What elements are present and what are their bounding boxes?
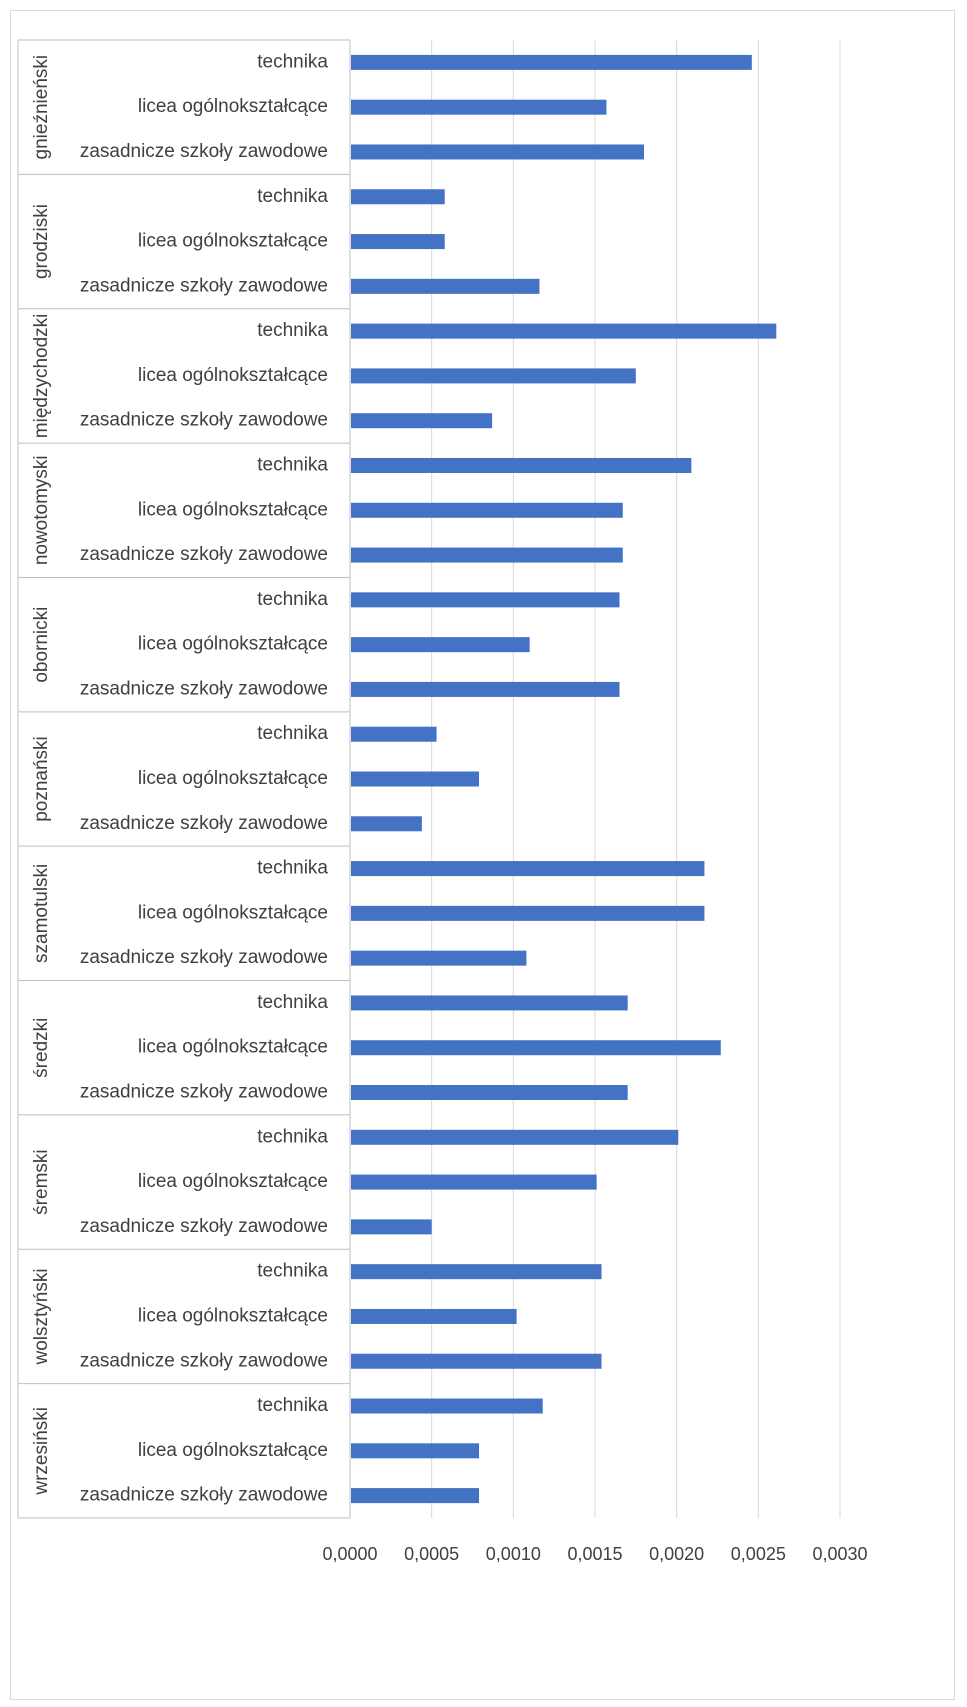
category-label: licea ogólnokształcące	[138, 499, 328, 520]
group-label: szamotulski	[31, 864, 52, 963]
group-label: grodziski	[31, 204, 52, 279]
bar	[351, 726, 437, 742]
category-label: licea ogólnokształcące	[138, 768, 328, 789]
bar	[351, 457, 692, 473]
group-label: poznański	[31, 736, 52, 822]
bar	[351, 234, 445, 250]
bar	[351, 905, 705, 921]
bar	[351, 368, 636, 384]
x-tick-label: 0,0000	[322, 1544, 377, 1564]
bar	[351, 637, 530, 653]
group-label: międzychodzki	[31, 314, 52, 439]
category-label: zasadnicze szkoły zawodowe	[80, 1216, 328, 1237]
category-label: zasadnicze szkoły zawodowe	[80, 275, 328, 296]
bar	[351, 547, 623, 563]
category-label: licea ogólnokształcące	[138, 231, 328, 252]
group-label: wolsztyński	[31, 1268, 52, 1365]
bar	[351, 144, 644, 160]
category-label: zasadnicze szkoły zawodowe	[80, 410, 328, 431]
bar	[351, 278, 540, 294]
category-label: licea ogólnokształcące	[138, 365, 328, 386]
bar	[351, 1174, 597, 1190]
bar	[351, 189, 445, 205]
bar	[351, 502, 623, 518]
bar	[351, 995, 628, 1011]
category-label: zasadnicze szkoły zawodowe	[80, 813, 328, 834]
category-label: zasadnicze szkoły zawodowe	[80, 947, 328, 968]
category-label: zasadnicze szkoły zawodowe	[80, 1082, 328, 1103]
group-label: śremski	[31, 1149, 52, 1214]
bar	[351, 771, 480, 787]
category-label: licea ogólnokształcące	[138, 1440, 328, 1461]
bar	[351, 592, 620, 608]
x-tick-label: 0,0025	[731, 1544, 786, 1564]
category-label: zasadnicze szkoły zawodowe	[80, 1485, 328, 1506]
x-tick-label: 0,0005	[404, 1544, 459, 1564]
group-label: wrzesiński	[31, 1407, 52, 1496]
category-label: licea ogólnokształcące	[138, 1037, 328, 1058]
bar	[351, 1353, 602, 1369]
group-label: obornicki	[31, 607, 52, 683]
category-label: technika	[257, 1261, 328, 1282]
category-label: licea ogólnokształcące	[138, 96, 328, 117]
category-label: technika	[257, 320, 328, 341]
bar	[351, 950, 527, 966]
bar	[351, 861, 705, 877]
bar	[351, 99, 607, 115]
category-label: technika	[257, 858, 328, 879]
x-tick-label: 0,0030	[812, 1544, 867, 1564]
bar	[351, 1488, 480, 1504]
category-label: technika	[257, 455, 328, 476]
bar	[351, 1264, 602, 1280]
category-label: zasadnicze szkoły zawodowe	[80, 678, 328, 699]
category-label: technika	[257, 1126, 328, 1147]
bar	[351, 323, 777, 339]
category-label: technika	[257, 589, 328, 610]
bar	[351, 54, 752, 70]
group-label: średzki	[31, 1018, 52, 1078]
x-tick-label: 0,0020	[649, 1544, 704, 1564]
category-label: technika	[257, 186, 328, 207]
category-label: technika	[257, 723, 328, 744]
bar	[351, 413, 493, 429]
category-label: technika	[257, 1395, 328, 1416]
bar	[351, 1129, 679, 1145]
category-label: licea ogólnokształcące	[138, 1171, 328, 1192]
bar	[351, 1398, 543, 1414]
category-label: zasadnicze szkoły zawodowe	[80, 1350, 328, 1371]
category-label: licea ogólnokształcące	[138, 634, 328, 655]
bar	[351, 681, 620, 697]
bar	[351, 1308, 517, 1324]
category-label: licea ogólnokształcące	[138, 902, 328, 923]
category-label: technika	[257, 992, 328, 1013]
category-label: zasadnicze szkoły zawodowe	[80, 544, 328, 565]
category-label: licea ogólnokształcące	[138, 1305, 328, 1326]
category-label: technika	[257, 51, 328, 72]
x-tick-label: 0,0010	[486, 1544, 541, 1564]
bar	[351, 1443, 480, 1459]
group-label: gnieźnieński	[31, 55, 52, 160]
bar	[351, 1085, 628, 1101]
category-label: zasadnicze szkoły zawodowe	[80, 141, 328, 162]
x-tick-label: 0,0015	[567, 1544, 622, 1564]
bar	[351, 1219, 432, 1235]
group-label: nowotomyski	[31, 455, 52, 565]
bar	[351, 816, 422, 832]
bar	[351, 1040, 721, 1056]
